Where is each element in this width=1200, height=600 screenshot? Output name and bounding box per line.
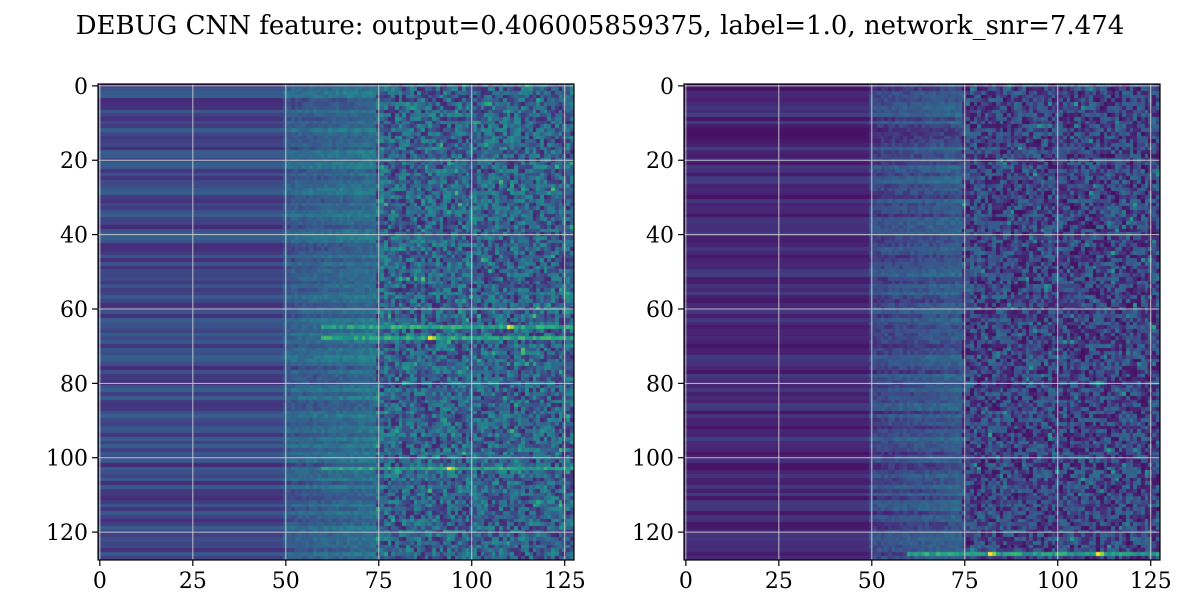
y-tick-label: 60 [646,298,674,323]
x-tick-label: 25 [179,569,207,594]
y-tick-label: 0 [74,75,88,100]
heatmap-canvas [684,84,1160,560]
y-tick-label: 80 [60,372,88,397]
axes-frame [683,83,1161,561]
x-tick-label: 100 [1037,569,1079,594]
x-tick-label: 0 [679,569,693,594]
x-tick-label: 100 [451,569,493,594]
x-tick-label: 0 [93,569,107,594]
x-tick-label: 75 [951,569,979,594]
y-tick-label: 120 [46,521,88,546]
y-tick-label: 40 [646,224,674,249]
heatmap-panel-left: 0 25 50 75 100 125 0 20 40 60 80 100 120 [46,75,586,594]
y-tick-label: 20 [60,149,88,174]
axes-frame [97,83,575,561]
x-tick-label: 75 [365,569,393,594]
heatmap-cells [684,84,1160,560]
x-tick-label: 50 [858,569,886,594]
heatmap-panel-right: 0 25 50 75 100 125 0 20 40 60 80 100 120 [632,75,1172,594]
y-tick-label: 0 [660,75,674,100]
y-tick-label: 120 [632,521,674,546]
y-tick-label: 100 [632,447,674,472]
x-tick-label: 125 [1130,569,1172,594]
y-tick-label: 20 [646,149,674,174]
y-tick-label: 60 [60,298,88,323]
x-tick-label: 125 [544,569,586,594]
chart-title: DEBUG CNN feature: output=0.406005859375… [76,11,1125,41]
x-tick-label: 50 [272,569,300,594]
y-tick-label: 100 [46,447,88,472]
x-tick-label: 25 [765,569,793,594]
y-tick-label: 80 [646,372,674,397]
y-tick-label: 40 [60,224,88,249]
heatmap-canvas [98,84,574,560]
heatmap-cells [98,84,574,560]
